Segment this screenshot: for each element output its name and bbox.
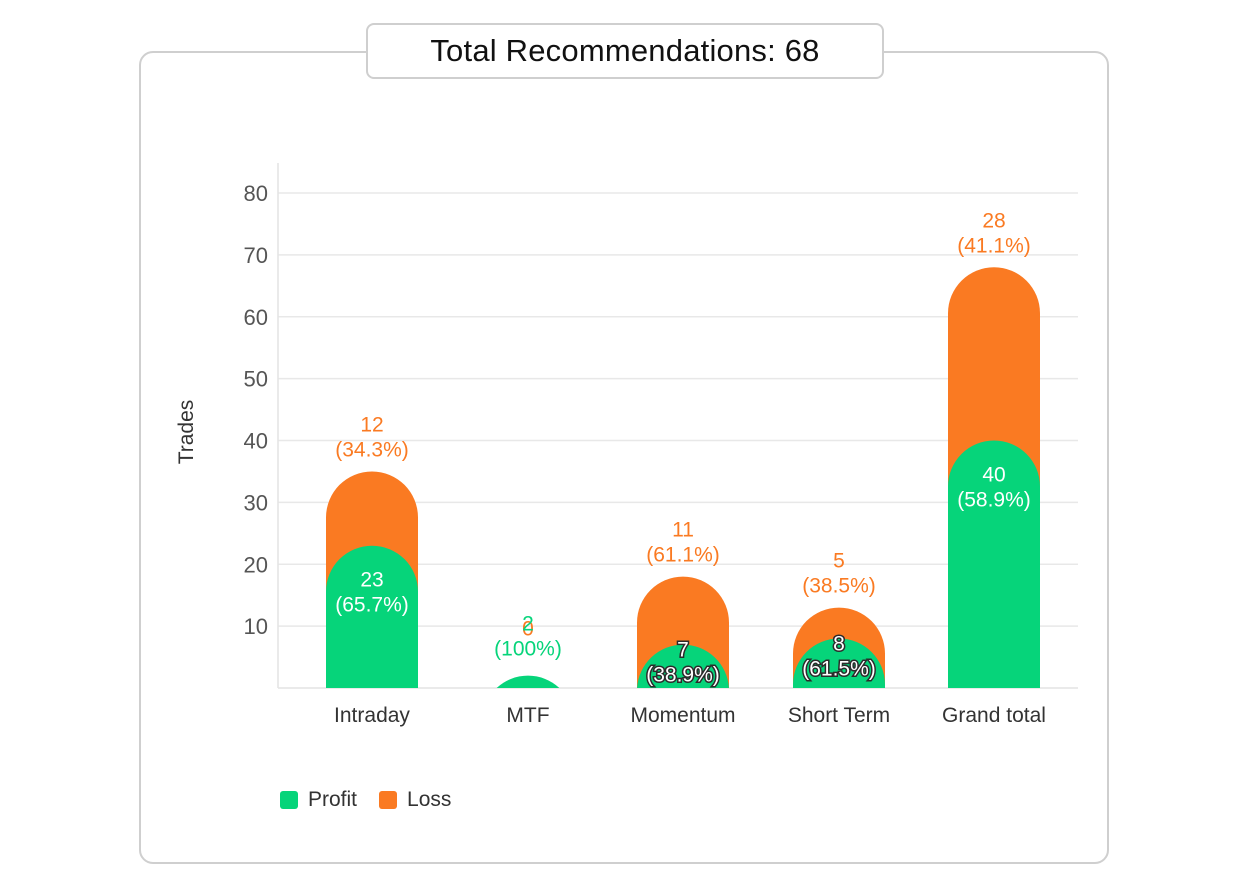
- label-profit-value-mtf: 2: [522, 613, 534, 636]
- x-tick-momentum: Momentum: [630, 704, 735, 727]
- legend-swatch-loss: [379, 791, 398, 809]
- legend-swatch-profit: [280, 791, 298, 809]
- label-loss-percent-short-term: (38.5%): [802, 575, 876, 598]
- label-loss-value-short-term: 5: [833, 550, 845, 573]
- y-tick-40: 40: [244, 429, 268, 454]
- x-tick-grand-total: Grand total: [942, 704, 1046, 727]
- data-labels: 12(34.3%)23(65.7%)02(100%)11(61.1%)7(38.…: [335, 209, 1031, 688]
- label-profit-value-momentum: 7: [677, 639, 689, 662]
- y-tick-50: 50: [244, 367, 268, 392]
- label-profit-percent-momentum: (38.9%): [646, 664, 720, 687]
- legend-label-profit: Profit: [308, 788, 358, 811]
- label-profit-percent-grand-total: (58.9%): [957, 489, 1031, 512]
- y-tick-30: 30: [244, 490, 268, 515]
- label-profit-value-short-term: 8: [833, 633, 845, 656]
- bar-profit-momentum[interactable]: [637, 644, 729, 688]
- y-tick-labels: 10 20 30 40 50 60 70 80: [244, 181, 268, 639]
- label-loss-percent-momentum: (61.1%): [646, 544, 720, 567]
- label-loss-percent-intraday: (34.3%): [335, 438, 409, 461]
- x-tick-short-term: Short Term: [788, 704, 890, 727]
- y-tick-20: 20: [244, 552, 268, 577]
- label-loss-percent-grand-total: (41.1%): [957, 234, 1031, 257]
- x-tick-intraday: Intraday: [334, 704, 410, 727]
- x-tick-mtf: MTF: [506, 704, 549, 727]
- bar-profit-intraday[interactable]: [326, 545, 418, 688]
- legend-item-profit[interactable]: Profit: [280, 788, 357, 812]
- label-profit-percent-intraday: (65.7%): [335, 594, 409, 617]
- y-tick-80: 80: [244, 181, 268, 206]
- label-profit-percent-short-term: (61.5%): [802, 658, 876, 681]
- label-profit-value-grand-total: 40: [982, 464, 1005, 487]
- x-tick-labels: Intraday MTF Momentum Short Term Grand total: [334, 704, 1046, 727]
- label-profit-value-intraday: 23: [360, 569, 383, 592]
- y-tick-70: 70: [244, 243, 268, 268]
- chart-title: Total Recommendations: 68: [366, 23, 884, 79]
- legend-label-loss: Loss: [407, 788, 452, 811]
- chart-legend: Profit Loss: [280, 788, 473, 812]
- chart-card: [139, 51, 1109, 864]
- legend-item-loss[interactable]: Loss: [379, 788, 451, 812]
- bar-profit-grand-total[interactable]: [948, 440, 1040, 689]
- label-profit-percent-mtf: (100%): [494, 638, 562, 661]
- label-loss-value-mtf: 0: [522, 618, 534, 641]
- bars: [326, 267, 1040, 688]
- y-axis-label: Trades: [175, 400, 198, 465]
- y-tick-60: 60: [244, 305, 268, 330]
- label-loss-value-momentum: 11: [672, 519, 694, 542]
- bar-profit-short-term[interactable]: [793, 638, 885, 689]
- y-tick-10: 10: [244, 614, 268, 639]
- label-loss-value-intraday: 12: [360, 413, 383, 436]
- label-loss-value-grand-total: 28: [982, 209, 1005, 232]
- bar-profit-mtf[interactable]: [496, 675, 560, 688]
